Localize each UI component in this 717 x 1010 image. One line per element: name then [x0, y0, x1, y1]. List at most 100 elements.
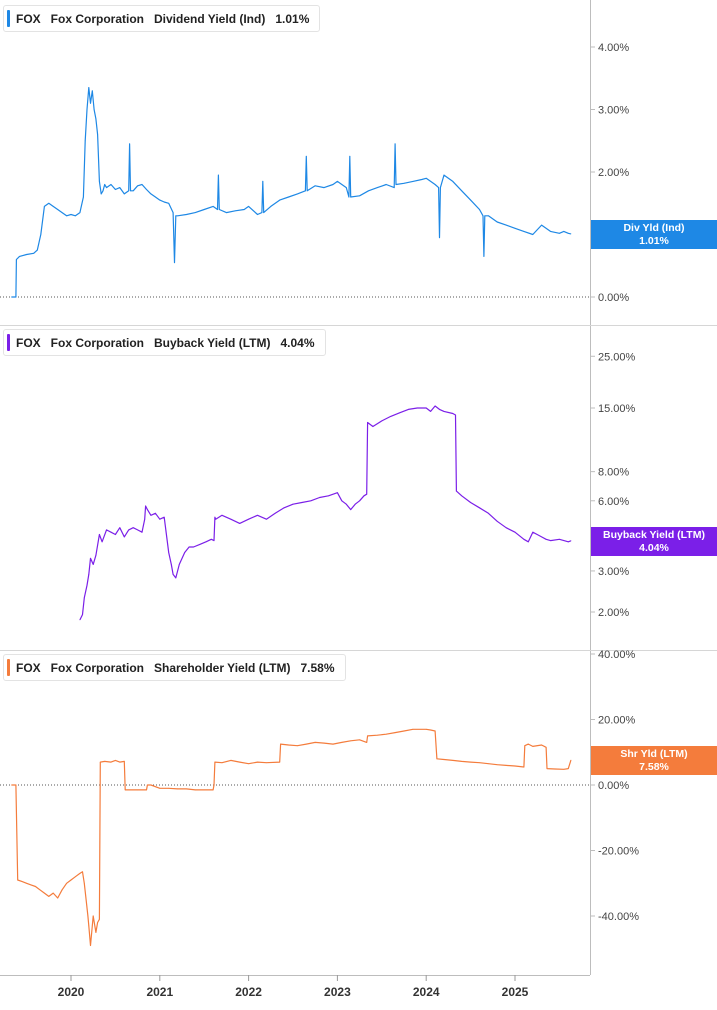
- data-point: [527, 541, 529, 543]
- data-point: [101, 541, 103, 543]
- x-tick-label: 2024: [413, 985, 440, 999]
- x-tick-label: 2022: [235, 985, 262, 999]
- data-point: [443, 759, 445, 760]
- data-point: [75, 215, 76, 217]
- legend-current-value: 4.04%: [280, 335, 315, 350]
- data-point: [172, 212, 174, 214]
- data-point: [341, 742, 343, 743]
- data-point: [217, 209, 218, 210]
- data-point: [141, 531, 143, 533]
- data-point: [230, 760, 232, 761]
- data-point: [532, 745, 534, 747]
- y-tick-label: 0.00%: [598, 292, 629, 304]
- data-point: [119, 527, 121, 529]
- data-point: [434, 730, 436, 732]
- data-point: [305, 743, 307, 745]
- data-point: [61, 212, 63, 214]
- data-point: [257, 761, 258, 763]
- data-point: [305, 155, 307, 157]
- data-point: [541, 224, 543, 226]
- data-point: [482, 215, 484, 217]
- data-point: [82, 871, 83, 873]
- data-point: [323, 742, 325, 744]
- data-point: [524, 745, 526, 747]
- data-point: [337, 180, 338, 182]
- data-point: [505, 764, 507, 766]
- data-point: [514, 765, 516, 767]
- tag-label: Shr Yld (LTM): [620, 748, 688, 760]
- data-point: [390, 416, 392, 417]
- data-point: [48, 202, 50, 204]
- data-point: [85, 899, 87, 901]
- data-point: [394, 732, 396, 733]
- data-point: [430, 729, 432, 731]
- data-point: [175, 577, 177, 579]
- data-point: [84, 140, 86, 142]
- data-point: [479, 209, 480, 210]
- data-point: [88, 925, 90, 927]
- data-point: [110, 184, 112, 185]
- y-tick-label: 15.00%: [598, 403, 636, 415]
- data-point: [239, 522, 241, 524]
- data-point: [205, 541, 207, 543]
- data-point: [146, 784, 148, 786]
- legend-metric: Shareholder Yield (LTM): [154, 660, 291, 675]
- data-point: [345, 187, 347, 189]
- data-point: [279, 761, 281, 763]
- data-point: [21, 881, 23, 883]
- data-point: [97, 134, 99, 135]
- data-point: [146, 509, 148, 510]
- legend-ticker: FOX: [16, 335, 41, 350]
- data-point: [230, 518, 232, 520]
- data-point: [178, 564, 180, 565]
- data-point: [350, 196, 352, 198]
- data-point: [188, 546, 190, 548]
- data-point: [314, 185, 316, 187]
- data-point: [567, 768, 569, 770]
- data-point: [487, 215, 489, 217]
- data-point: [505, 527, 507, 529]
- x-tick-label: 2020: [58, 985, 85, 999]
- data-point: [408, 408, 409, 410]
- data-point: [439, 408, 440, 410]
- data-point: [570, 540, 572, 542]
- data-point: [541, 536, 543, 538]
- data-point: [79, 873, 81, 874]
- tag-label: Div Yld (Ind): [623, 222, 685, 234]
- data-point: [150, 193, 152, 195]
- x-tick-label: 2021: [146, 985, 173, 999]
- data-point: [452, 180, 454, 182]
- data-point: [115, 189, 116, 190]
- data-point: [92, 564, 94, 565]
- data-point: [30, 884, 32, 886]
- y-tick-label: 25.00%: [598, 351, 636, 363]
- data-point: [186, 214, 187, 215]
- data-point: [265, 762, 267, 764]
- data-point: [106, 529, 107, 531]
- data-point: [83, 196, 84, 198]
- data-point: [36, 249, 38, 251]
- data-point: [132, 527, 134, 529]
- data-point: [403, 182, 405, 184]
- data-point: [86, 585, 88, 586]
- x-tick-label: 2025: [502, 985, 529, 999]
- data-point: [119, 761, 121, 763]
- data-point: [263, 212, 265, 214]
- data-point: [141, 789, 143, 791]
- legend-swatch-shareholder: [7, 659, 10, 676]
- data-point: [567, 232, 569, 234]
- data-point: [194, 789, 196, 791]
- data-point: [439, 237, 440, 239]
- data-point: [145, 505, 146, 507]
- data-point: [99, 918, 100, 920]
- data-point: [218, 174, 219, 176]
- data-point: [79, 212, 81, 214]
- data-point: [90, 945, 91, 946]
- y-tick-label: 8.00%: [598, 467, 629, 479]
- data-point: [193, 546, 194, 548]
- data-point: [280, 743, 281, 745]
- data-point: [394, 143, 396, 145]
- data-point: [265, 518, 267, 520]
- data-point: [90, 102, 91, 104]
- series-line-0: [11, 87, 572, 298]
